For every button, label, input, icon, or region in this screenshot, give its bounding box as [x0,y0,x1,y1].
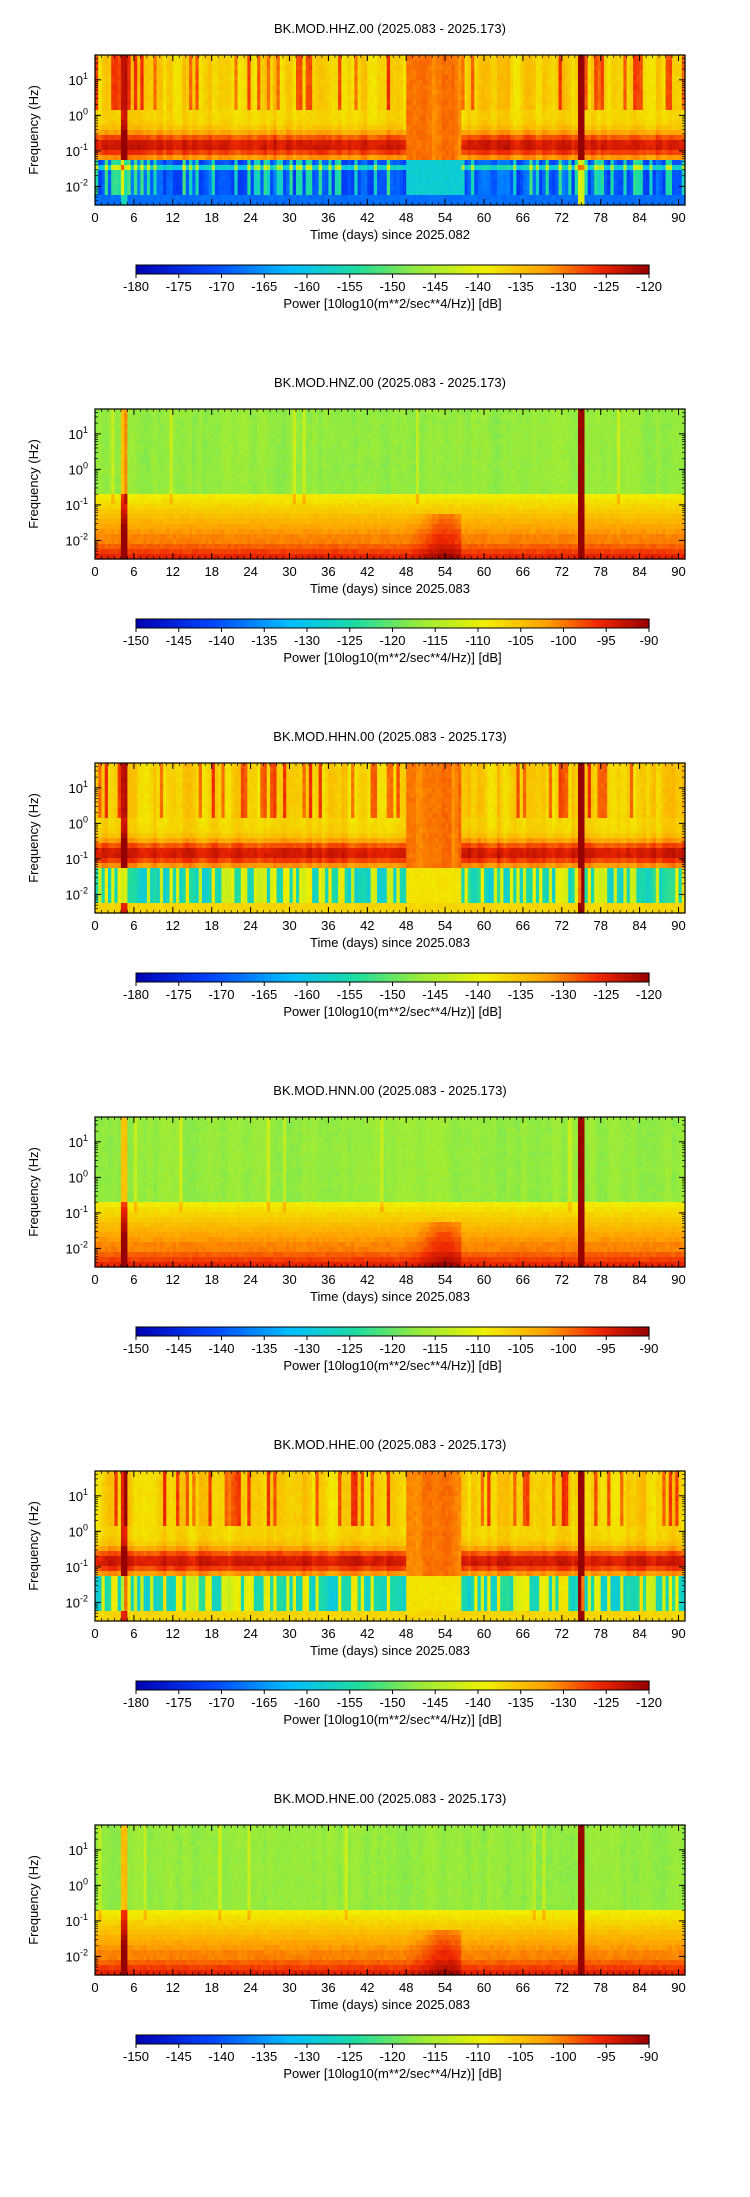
spectrogram-panel: BK.MOD.HHZ.00 (2025.083 - 2025.173)0 6 12 1… [26,21,686,311]
chart-title: BK.MOD.HHZ.00 (2025.083 - 2025.173) [274,21,506,36]
heatmap-cells [95,55,686,206]
